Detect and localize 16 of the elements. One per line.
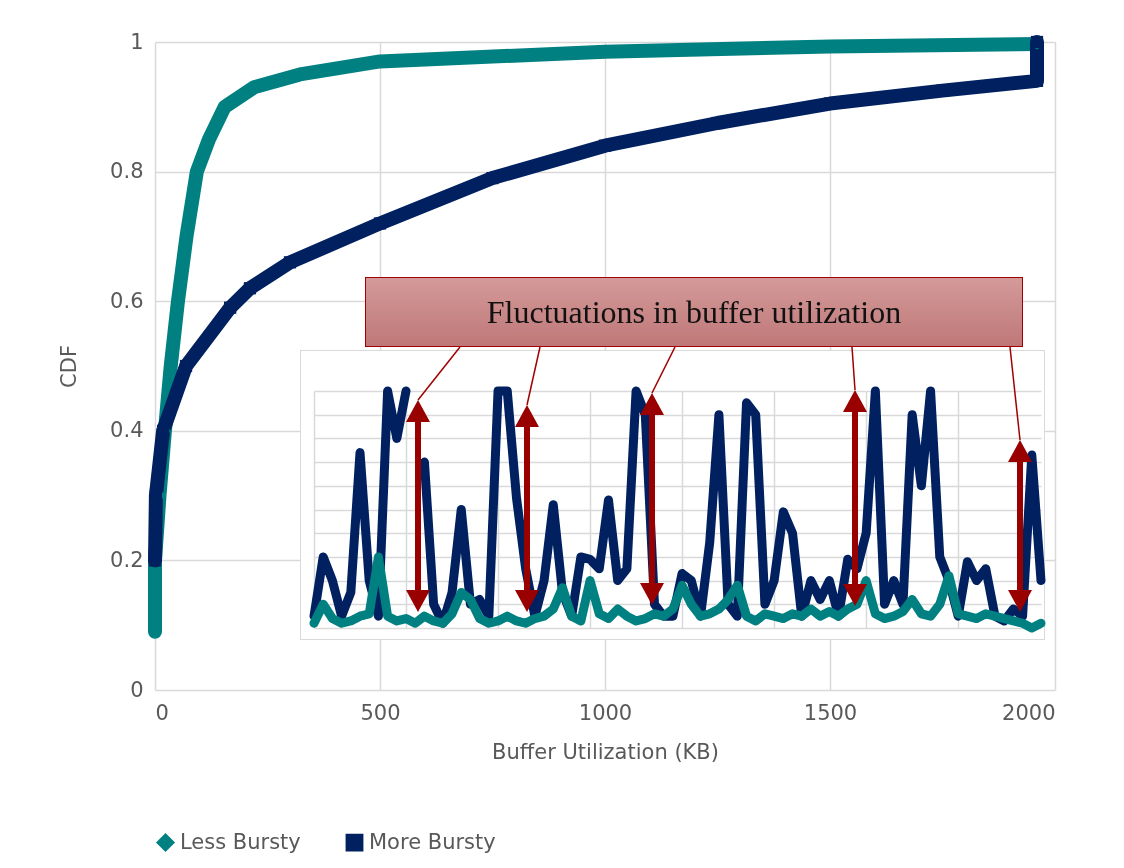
x-tick-label: 500 (360, 700, 401, 725)
y-tick-label: 0.6 (110, 288, 144, 313)
y-tick-label: 0.2 (110, 547, 144, 572)
x-axis-title: Buffer Utilization (KB) (492, 739, 719, 764)
x-tick-label: 1000 (578, 700, 633, 725)
y-axis-title: CDF (57, 345, 82, 388)
x-tick-label: 1500 (803, 700, 858, 725)
y-tick-label: 0.4 (110, 418, 144, 443)
x-tick-label: 2000 (1002, 700, 1056, 725)
legend-label: Less Bursty (180, 829, 301, 854)
legend-label: More Bursty (369, 829, 496, 854)
callout-box: Fluctuations in buffer utilization (365, 277, 1023, 347)
y-tick-label: 0 (130, 677, 144, 702)
y-tick-label: 0.8 (110, 159, 144, 184)
y-tick-label: 1 (130, 29, 144, 54)
x-tick-label: 0 (155, 700, 169, 725)
